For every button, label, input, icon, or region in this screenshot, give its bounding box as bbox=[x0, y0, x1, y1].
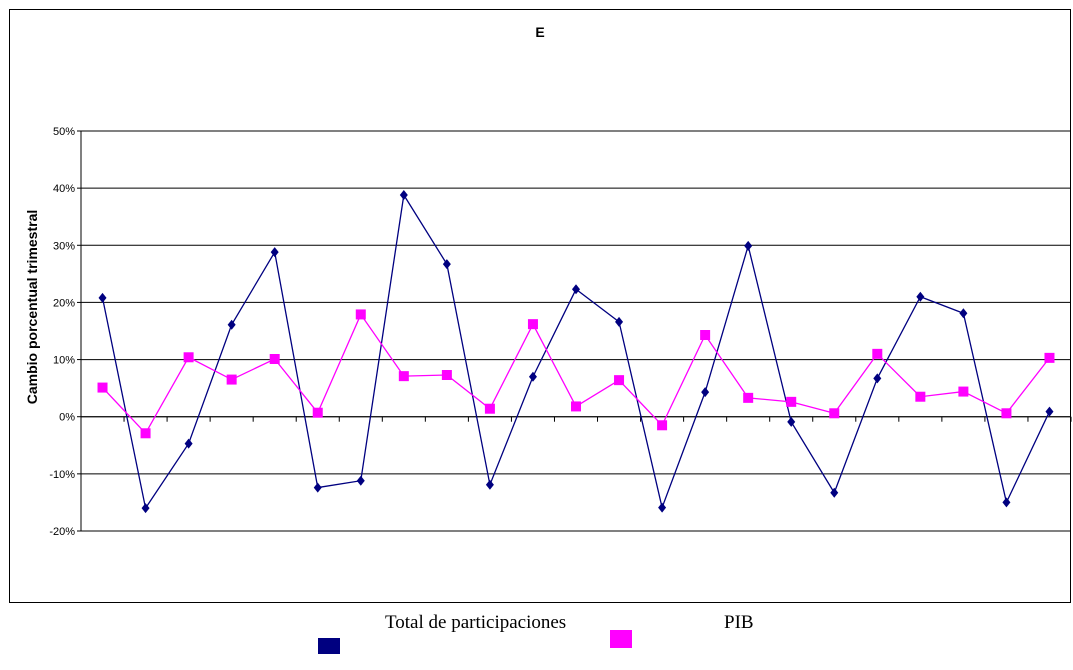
data-point bbox=[485, 479, 494, 490]
data-point bbox=[484, 403, 495, 414]
data-point bbox=[226, 374, 237, 385]
data-point bbox=[657, 420, 668, 431]
data-point bbox=[183, 352, 194, 363]
data-point bbox=[1001, 408, 1012, 419]
data-point bbox=[787, 416, 796, 427]
series-1 bbox=[97, 309, 1055, 439]
data-point bbox=[528, 371, 537, 382]
legend-swatch bbox=[610, 630, 632, 648]
data-point bbox=[873, 373, 882, 384]
data-point bbox=[97, 382, 108, 393]
data-point bbox=[701, 387, 710, 398]
data-point bbox=[227, 319, 236, 330]
data-point bbox=[916, 291, 925, 302]
data-point bbox=[614, 375, 625, 386]
data-point bbox=[313, 482, 322, 493]
data-point bbox=[1044, 352, 1055, 363]
data-point bbox=[98, 292, 107, 303]
chart-title: E bbox=[535, 24, 544, 40]
series-0 bbox=[98, 190, 1054, 514]
data-point bbox=[786, 396, 797, 407]
data-point bbox=[356, 475, 365, 486]
data-point bbox=[830, 487, 839, 498]
y-tick-label: 30% bbox=[53, 240, 75, 252]
data-point bbox=[658, 502, 667, 513]
data-point bbox=[1045, 406, 1054, 417]
series-lines bbox=[97, 190, 1055, 514]
axes: -20% -10% 0% 10% 20% 30% 40% 50% bbox=[49, 126, 1072, 538]
data-point bbox=[270, 247, 279, 258]
y-tick-label: 0% bbox=[59, 412, 75, 424]
data-point bbox=[744, 240, 753, 251]
data-point bbox=[1002, 497, 1011, 508]
y-tick-label: 50% bbox=[53, 126, 75, 138]
data-point bbox=[958, 386, 969, 397]
data-point bbox=[269, 354, 280, 364]
data-point bbox=[355, 309, 366, 320]
data-point bbox=[441, 370, 452, 380]
legend-label: PIB bbox=[724, 612, 754, 633]
data-point bbox=[527, 319, 538, 330]
data-point bbox=[872, 348, 883, 359]
y-tick-label: -20% bbox=[49, 526, 75, 538]
data-point bbox=[442, 259, 451, 270]
legend-swatch bbox=[318, 638, 340, 654]
data-point bbox=[571, 401, 581, 412]
data-point bbox=[398, 371, 409, 382]
series-line bbox=[101, 193, 1051, 510]
data-point bbox=[743, 392, 754, 403]
legend-label: Total de participaciones bbox=[385, 612, 566, 633]
data-point bbox=[312, 407, 323, 418]
data-point bbox=[700, 330, 711, 340]
data-point bbox=[399, 190, 408, 200]
data-point bbox=[184, 438, 193, 449]
legend: Total de participaciones PIB bbox=[318, 612, 754, 654]
y-tick-label: 40% bbox=[53, 183, 75, 195]
data-point bbox=[615, 316, 624, 327]
data-point bbox=[140, 428, 151, 439]
series-line bbox=[102, 313, 1050, 435]
y-axis-label: Cambio porcentual trimestral bbox=[24, 210, 40, 405]
y-tick-label: 10% bbox=[53, 355, 75, 367]
data-point bbox=[572, 284, 580, 295]
data-point bbox=[959, 308, 968, 319]
y-tick-label: -10% bbox=[49, 469, 75, 481]
gridlines bbox=[81, 130, 1071, 532]
data-point bbox=[915, 391, 926, 402]
chart-frame bbox=[9, 9, 1071, 603]
data-point bbox=[141, 503, 150, 514]
data-point bbox=[829, 408, 840, 419]
y-tick-label: 20% bbox=[53, 297, 75, 309]
